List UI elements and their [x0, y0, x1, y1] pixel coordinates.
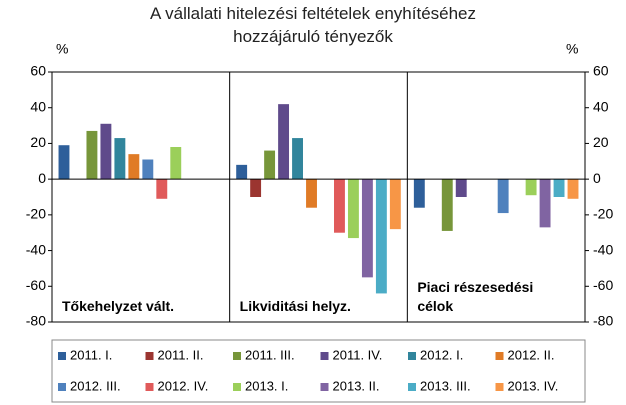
legend-box [51, 339, 586, 403]
bar [156, 179, 168, 199]
y2-tick-label: -20 [593, 206, 613, 222]
bar [441, 179, 453, 231]
legend-label: 2012. IV. [158, 378, 209, 393]
bar [170, 147, 182, 180]
legend-swatch [233, 383, 241, 391]
legend-swatch [320, 383, 329, 391]
bar [114, 138, 126, 180]
bar [497, 179, 509, 214]
y-tick-label: -40 [26, 241, 46, 257]
bar [250, 179, 262, 197]
bar [86, 130, 98, 180]
category-label: Tőkehelyzet vált. [62, 298, 175, 314]
bar [334, 179, 345, 233]
bar [58, 145, 70, 180]
bar [539, 179, 551, 228]
legend-swatch [145, 352, 154, 360]
legend-swatch [495, 383, 504, 391]
y2-tick-label: 0 [593, 170, 601, 186]
legend-swatch [58, 383, 66, 391]
legend-label: 2013. I. [245, 378, 288, 393]
bar [389, 179, 401, 230]
bar [567, 179, 579, 199]
y2-tick-label: -40 [593, 241, 613, 257]
bar [455, 179, 467, 197]
bar [142, 159, 154, 180]
category-label: Piaci részesedési célok [417, 279, 534, 314]
bar [278, 104, 290, 180]
category-label: Likviditási helyz. [239, 298, 351, 314]
bar [128, 154, 140, 180]
legend-swatch [233, 352, 241, 360]
legend-label: 2011. III. [245, 347, 295, 362]
bar [347, 179, 359, 239]
legend-label: 2012. III. [70, 378, 121, 393]
category-box: Tőkehelyzet vált. [62, 298, 175, 314]
legend-label: 2011. IV. [333, 347, 383, 362]
legend-swatch [408, 383, 416, 391]
title-box: A vállalati hitelezési feltételek enyhít… [149, 4, 477, 46]
bar [375, 179, 387, 294]
legend-swatch [495, 352, 504, 360]
legend-label: 2011. I. [70, 347, 112, 362]
category-box: Likviditási helyz. [239, 298, 351, 314]
y2-tick-label: -60 [593, 277, 613, 293]
plot-area [51, 71, 586, 323]
legend-label: 2011. II. [158, 347, 204, 362]
y-tick-label: -60 [26, 277, 46, 293]
y-tick-label: 40 [30, 98, 46, 114]
chart-title: A vállalati hitelezési feltételek enyhít… [149, 4, 477, 46]
y2-tick-label: -80 [593, 313, 613, 329]
y-tick-label: 60 [30, 63, 46, 79]
bar [525, 179, 537, 196]
y-tick-label: 0 [38, 170, 46, 186]
legend-label: 2012. II. [508, 347, 555, 362]
y-axis-label: % [56, 41, 68, 57]
legend-label: 2013. II. [333, 378, 380, 393]
category-box: Piaci részesedési célok [417, 279, 534, 314]
bar [292, 138, 303, 180]
legend-swatch [320, 352, 329, 360]
bar [413, 179, 425, 208]
bar [264, 150, 276, 180]
bar [361, 179, 373, 278]
bar [553, 179, 565, 197]
y2-tick-label: 60 [593, 63, 609, 79]
bar [306, 179, 317, 208]
legend-swatch [145, 383, 154, 391]
y2-tick-label: 40 [593, 98, 609, 114]
legend-label: 2013. IV. [508, 378, 559, 393]
bar [236, 164, 248, 180]
y2-axis-label: % [566, 41, 578, 57]
bar [100, 123, 112, 180]
y-tick-label: -80 [26, 313, 46, 329]
legend-label: 2012. I. [420, 347, 463, 362]
y-tick-label: -20 [26, 206, 46, 222]
legend-swatch [58, 352, 66, 360]
legend-swatch [408, 352, 416, 360]
legend-label: 2013. III. [420, 378, 471, 393]
y2-tick-label: 20 [593, 134, 609, 150]
y-tick-label: 20 [30, 134, 46, 150]
